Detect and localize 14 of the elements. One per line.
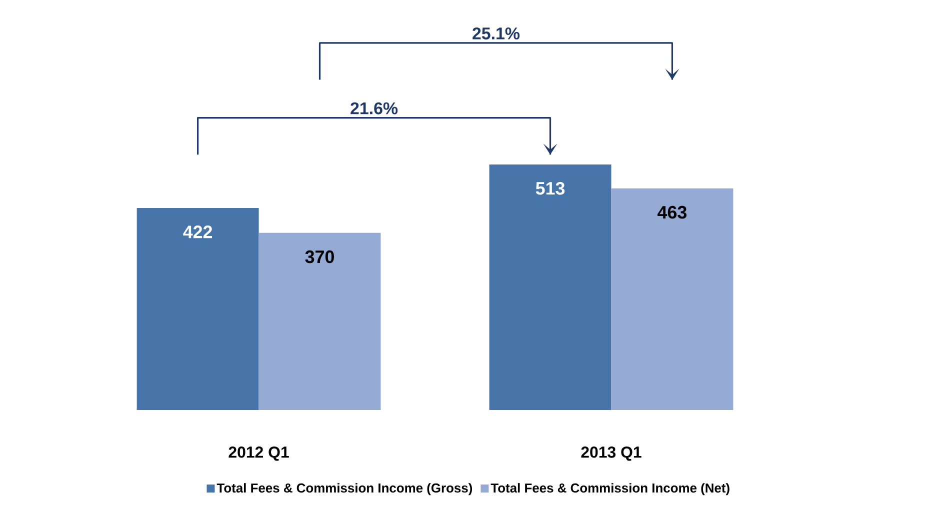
legend-label: Total Fees & Commission Income (Net) xyxy=(490,483,730,496)
bar xyxy=(258,232,381,410)
data-label: 370 xyxy=(305,250,334,264)
bar xyxy=(136,208,259,410)
data-label: 513 xyxy=(536,182,565,195)
x-tick-label: 2013 Q1 xyxy=(581,446,642,461)
x-tick-label: 2012 Q1 xyxy=(228,446,289,461)
bar xyxy=(489,164,612,410)
bar xyxy=(611,188,734,410)
data-label: 463 xyxy=(658,206,687,219)
data-label: 422 xyxy=(183,226,212,238)
legend-label: Total Fees & Commission Income (Gross) xyxy=(216,483,472,496)
text: 25.1% xyxy=(472,27,520,40)
text: 21.6% xyxy=(350,102,398,114)
